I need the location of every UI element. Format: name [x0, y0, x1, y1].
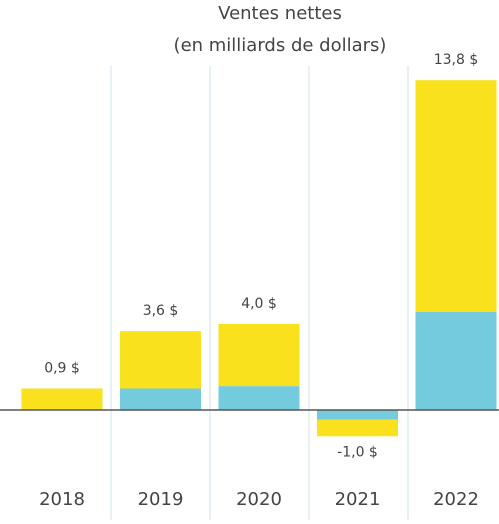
- total-label: -1,0 $: [337, 444, 378, 460]
- chart-title: Ventes nettes: [218, 3, 342, 24]
- x-tick-label: 2018: [39, 489, 85, 510]
- total-label: 4,0 $: [241, 296, 277, 312]
- bar-segment: [218, 386, 300, 410]
- x-tick-label: 2020: [236, 489, 282, 510]
- bar-segment: [120, 388, 201, 410]
- x-tick-label: 2021: [335, 489, 381, 510]
- bar-segment: [415, 80, 497, 313]
- bar-segment: [21, 388, 103, 410]
- bar-segment: [415, 312, 497, 410]
- chart-subtitle: (en milliards de dollars): [174, 35, 387, 56]
- x-tick-label: 2019: [138, 489, 184, 510]
- x-tick-label: 2022: [433, 489, 479, 510]
- total-label: 3,6 $: [143, 303, 179, 319]
- bar-segment: [317, 410, 398, 420]
- bar-segment: [317, 419, 398, 437]
- gridlines: [110, 66, 409, 520]
- total-label: 0,9 $: [44, 360, 80, 376]
- total-label: 13,8 $: [434, 52, 479, 68]
- bar-segment: [218, 323, 300, 387]
- bar-segment: [120, 331, 201, 389]
